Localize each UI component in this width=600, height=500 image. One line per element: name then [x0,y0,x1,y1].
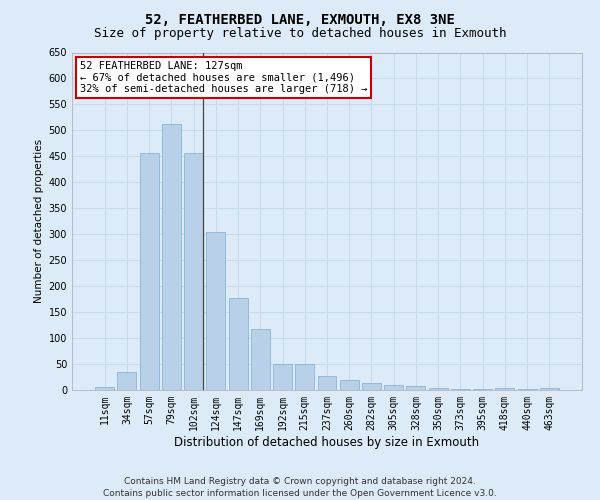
Bar [496,388,514,390]
Bar [273,364,292,390]
Text: Size of property relative to detached houses in Exmouth: Size of property relative to detached ho… [94,28,506,40]
Bar [406,386,425,390]
Y-axis label: Number of detached properties: Number of detached properties [34,139,44,304]
Bar [317,376,337,390]
Bar [451,389,470,390]
Bar [429,388,448,390]
Bar [340,380,359,390]
X-axis label: Distribution of detached houses by size in Exmouth: Distribution of detached houses by size … [175,436,479,448]
Text: 52 FEATHERBED LANE: 127sqm
← 67% of detached houses are smaller (1,496)
32% of s: 52 FEATHERBED LANE: 127sqm ← 67% of deta… [80,61,367,94]
Bar [118,372,136,390]
Bar [540,388,559,390]
Bar [162,124,181,390]
Bar [251,328,270,390]
Bar [384,385,403,390]
Bar [362,383,381,390]
Text: Contains HM Land Registry data © Crown copyright and database right 2024.
Contai: Contains HM Land Registry data © Crown c… [103,476,497,498]
Bar [95,388,114,390]
Bar [206,232,225,390]
Bar [184,152,203,390]
Bar [295,364,314,390]
Bar [140,152,158,390]
Text: 52, FEATHERBED LANE, EXMOUTH, EX8 3NE: 52, FEATHERBED LANE, EXMOUTH, EX8 3NE [145,12,455,26]
Bar [229,298,248,390]
